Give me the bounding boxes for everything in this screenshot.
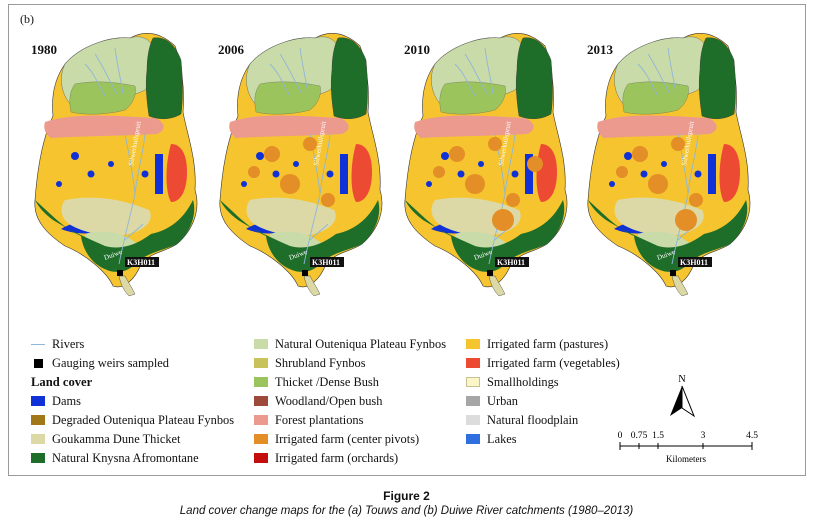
- legend-item: Irrigated farm (orchards): [254, 450, 398, 466]
- legend-item: Goukamma Dune Thicket: [31, 431, 180, 447]
- scale-tick-label: 3: [701, 431, 706, 441]
- north-arrow-icon: [670, 386, 682, 416]
- year-label-1980: 1980: [31, 42, 57, 57]
- year-label-2010: 2010: [404, 42, 430, 57]
- legend-label: Urban: [487, 393, 518, 408]
- north-label: N: [678, 374, 685, 385]
- north-arrow-and-scale-bar: N 0 0.75 1.5 3 4.5 Kilometers: [618, 374, 759, 464]
- legend-label: Natural Knysna Afromontane: [52, 450, 199, 465]
- legend-label: Thicket /Dense Bush: [275, 374, 379, 389]
- legend-label: Dams: [52, 393, 81, 408]
- legend-item: Natural Outeniqua Plateau Fynbos: [254, 336, 446, 352]
- map-1980: Silwerkuilspruit Duiwe K3H011: [34, 32, 198, 297]
- legend-item: Woodland/Open bush: [254, 393, 382, 409]
- weir-label: K3H011: [312, 258, 340, 267]
- weir-square-icon: [34, 358, 43, 368]
- color-swatch: [254, 339, 268, 349]
- legend-label: Irrigated farm (vegetables): [487, 355, 620, 370]
- legend-label: Shrubland Fynbos: [275, 355, 366, 370]
- legend-item: Thicket /Dense Bush: [254, 374, 379, 390]
- legend-label: Degraded Outeniqua Plateau Fynbos: [52, 412, 235, 427]
- legend-label: Natural Outeniqua Plateau Fynbos: [275, 336, 447, 351]
- figure-caption-text: Land cover change maps for the (a) Touws…: [179, 505, 634, 517]
- year-label-2013: 2013: [587, 42, 613, 57]
- map-2010: Silwerkuilspruit Duiwe K3H011: [404, 32, 568, 297]
- legend-label: Smallholdings: [487, 374, 559, 389]
- scale-unit-label: Kilometers: [666, 454, 706, 464]
- legend-item: Natural floodplain: [466, 412, 578, 428]
- color-swatch: [466, 358, 480, 368]
- legend-label: Forest plantations: [275, 412, 364, 427]
- land-cover-maps: Silwerkuilspruit Duiwe K3H011 Silwerkuil…: [34, 32, 751, 297]
- color-swatch: [466, 415, 480, 425]
- legend-item: Lakes: [466, 431, 517, 447]
- map-2006: Silwerkuilspruit Duiwe K3H011: [219, 32, 383, 297]
- legend-item: Irrigated farm (center pivots): [254, 431, 419, 447]
- year-label-2006: 2006: [218, 42, 244, 57]
- legend-item: Urban: [466, 393, 518, 409]
- scale-tick-label: 1.5: [652, 431, 664, 441]
- legend-label: Irrigated farm (pastures): [487, 336, 609, 351]
- color-swatch: [466, 396, 480, 406]
- scale-tick-label: 4.5: [746, 431, 758, 441]
- color-swatch: [254, 377, 268, 387]
- river-line-icon: [31, 343, 45, 345]
- legend-item: Dams: [31, 393, 81, 409]
- legend-label: Irrigated farm (orchards): [275, 450, 399, 465]
- legend-item: Natural Knysna Afromontane: [31, 450, 199, 466]
- legend-item: Degraded Outeniqua Plateau Fynbos: [31, 412, 234, 428]
- weir-label: K3H011: [127, 258, 155, 267]
- color-swatch: [254, 358, 268, 368]
- legend-rivers: Rivers: [31, 336, 84, 352]
- legend-label: Woodland/Open bush: [275, 393, 383, 408]
- color-swatch: [31, 434, 45, 444]
- figure-caption-title: Figure 2: [383, 489, 430, 503]
- legend-item: Irrigated farm (pastures): [466, 336, 608, 352]
- color-swatch: [31, 396, 45, 406]
- legend-item: Forest plantations: [254, 412, 363, 428]
- color-swatch: [254, 396, 268, 406]
- color-swatch: [466, 339, 480, 349]
- legend-label: Goukamma Dune Thicket: [52, 431, 181, 446]
- scale-tick-label: 0.75: [631, 431, 648, 441]
- legend-label: Lakes: [487, 431, 517, 446]
- panel-label: (b): [20, 12, 34, 26]
- color-swatch: [31, 453, 45, 463]
- weir-label: K3H011: [497, 258, 525, 267]
- color-swatch: [254, 434, 268, 444]
- legend-label: Natural floodplain: [487, 412, 579, 427]
- weir-label: K3H011: [680, 258, 708, 267]
- color-swatch: [254, 415, 268, 425]
- legend-label: Gauging weirs sampled: [52, 355, 169, 370]
- color-swatch: [254, 453, 268, 463]
- scale-tick-label: 0: [618, 431, 623, 441]
- color-swatch: [466, 377, 480, 387]
- legend-label: Irrigated farm (center pivots): [275, 431, 420, 446]
- color-swatch: [466, 434, 480, 444]
- legend-label: Rivers: [52, 336, 85, 351]
- legend-item: Shrubland Fynbos: [254, 355, 366, 371]
- legend-heading: Land cover: [31, 374, 93, 389]
- map-2013: Silwerkuilspruit Duiwe K3H011: [587, 32, 751, 297]
- legend-weirs: Gauging weirs sampled: [31, 355, 169, 371]
- legend-item: Smallholdings: [466, 374, 559, 390]
- legend-item: Irrigated farm (vegetables): [466, 355, 620, 371]
- color-swatch: [31, 415, 45, 425]
